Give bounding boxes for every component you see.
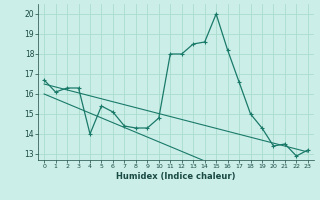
X-axis label: Humidex (Indice chaleur): Humidex (Indice chaleur) [116,172,236,181]
